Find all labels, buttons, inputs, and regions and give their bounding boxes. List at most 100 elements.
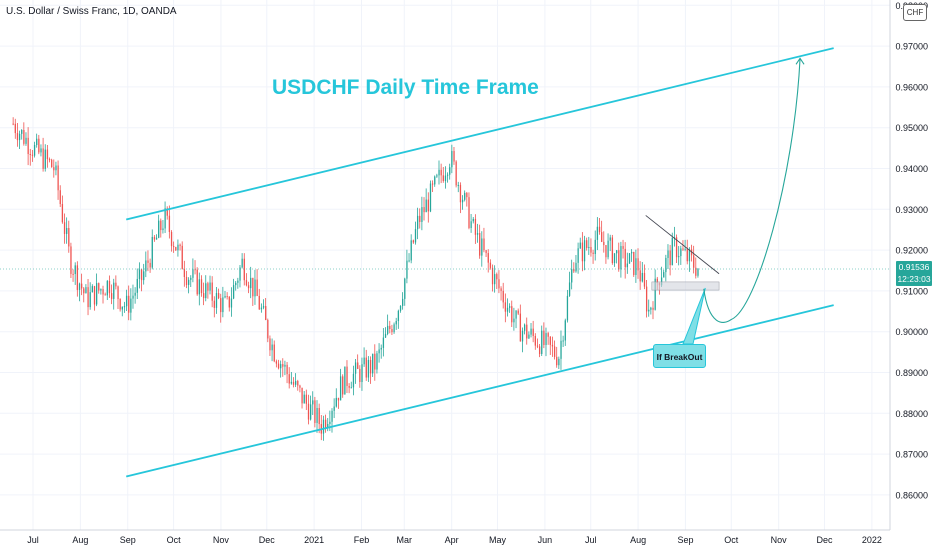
x-tick-label: 2021 — [304, 535, 324, 545]
candle-body — [228, 296, 230, 308]
candle-body — [365, 357, 367, 378]
candle-body — [609, 237, 611, 241]
candle-body — [577, 248, 579, 263]
candle-body — [645, 286, 648, 312]
candle-body — [354, 362, 357, 374]
candle-body — [374, 353, 376, 370]
candle-body — [213, 300, 215, 308]
support-box — [651, 281, 720, 291]
candle-body — [318, 408, 320, 425]
candle-body — [275, 361, 278, 364]
candle-body — [70, 246, 72, 274]
candle-body — [155, 237, 158, 240]
candle-body — [592, 252, 594, 254]
candle-body — [530, 328, 532, 335]
candle-body — [74, 265, 76, 275]
candle-body — [329, 421, 331, 424]
candle-body — [145, 260, 147, 272]
candle-body — [198, 279, 201, 295]
candle-body — [102, 289, 104, 295]
candle-body — [363, 357, 365, 365]
candle-body — [667, 250, 669, 258]
candle-body — [55, 165, 57, 171]
candle-body — [316, 408, 318, 423]
candle-body — [232, 285, 235, 299]
candle-body — [402, 298, 404, 306]
candle-body — [61, 204, 64, 223]
candle-body — [579, 242, 581, 249]
candle-body — [412, 240, 415, 243]
candle-body — [110, 293, 113, 299]
candle-body — [18, 133, 21, 141]
candle-body — [496, 274, 498, 280]
candle-body — [237, 280, 239, 283]
candle-body — [521, 330, 524, 342]
candle-body — [485, 250, 487, 254]
candle-body — [369, 359, 372, 374]
candle-body — [611, 237, 614, 264]
candle-body — [601, 232, 603, 242]
candle-body — [605, 245, 607, 258]
candle-body — [397, 310, 400, 322]
candle-body — [449, 167, 451, 175]
candle-body — [209, 282, 211, 291]
instrument-title: U.S. Dollar / Swiss Franc, 1D, OANDA — [6, 6, 177, 17]
candle-body — [113, 282, 115, 299]
x-tick-label: Oct — [724, 535, 739, 545]
axes: 0.86000 0.87000 0.88000 0.89000 0.90000 0.910… — [0, 0, 928, 545]
candle-body — [382, 337, 385, 348]
candle-body — [562, 340, 564, 342]
candle-body — [29, 154, 31, 156]
candle-body — [222, 297, 224, 313]
candle-body — [391, 329, 393, 333]
candle-body — [628, 253, 631, 264]
candle-body — [675, 237, 678, 258]
candle-body — [93, 286, 96, 305]
candle-body — [607, 240, 609, 258]
candle-body — [568, 282, 571, 296]
y-tick-label: 0.86000 — [895, 490, 928, 500]
candle-body — [654, 278, 656, 310]
candle-body — [663, 272, 665, 278]
currency-badge[interactable]: CHF — [903, 4, 927, 21]
candle-body — [453, 151, 455, 162]
candle-body — [502, 290, 504, 303]
candle-body — [66, 228, 68, 234]
candle-body — [421, 207, 423, 222]
candle-body — [181, 245, 183, 270]
chart-annotation-title: USDCHF Daily Time Frame — [272, 76, 539, 99]
candle-body — [284, 364, 286, 367]
y-tick-label: 0.93000 — [895, 205, 928, 215]
candle-body — [205, 283, 207, 299]
grid — [0, 0, 890, 530]
candle-body — [344, 366, 346, 395]
x-tick-label: Jul — [27, 535, 39, 545]
x-tick-label: 2022 — [862, 535, 882, 545]
candle-body — [292, 381, 295, 385]
candle-body — [476, 233, 479, 235]
candle-body — [513, 318, 515, 323]
candle-body — [648, 309, 650, 312]
candle-body — [474, 218, 477, 235]
candle-body — [586, 240, 588, 249]
candle-body — [271, 344, 273, 351]
candle-body — [682, 248, 684, 250]
candle-body — [200, 279, 203, 294]
candle-body — [258, 295, 260, 310]
candle-body — [393, 324, 395, 333]
candle-body — [444, 175, 447, 181]
candle-body — [76, 265, 79, 290]
candle-body — [243, 258, 245, 281]
y-tick-label: 0.90000 — [895, 327, 928, 337]
candle-body — [254, 279, 256, 297]
candle-body — [526, 324, 528, 339]
candle-body — [468, 197, 470, 228]
candle-body — [491, 267, 494, 285]
candle-body — [581, 242, 584, 262]
projection-path — [703, 58, 801, 323]
drawings — [0, 47, 890, 478]
candle-body — [669, 250, 671, 266]
candle-body — [352, 373, 355, 388]
x-tick-label: Aug — [630, 535, 646, 545]
